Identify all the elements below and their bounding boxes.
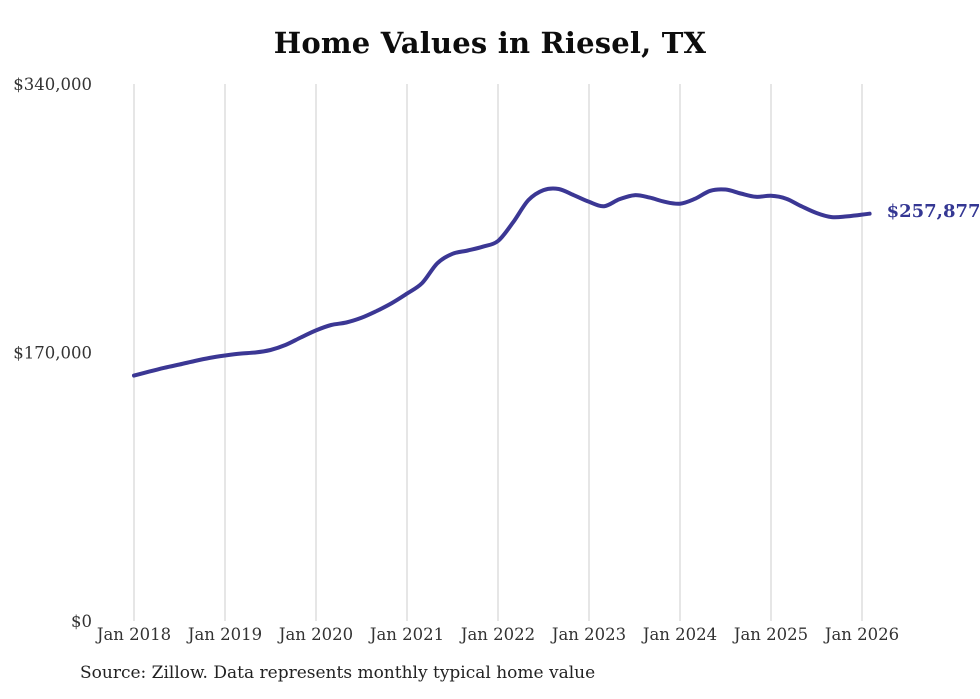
- source-note: Source: Zillow. Data represents monthly …: [80, 663, 596, 683]
- x-tick-label: Jan 2026: [823, 625, 899, 644]
- home-value-line: [132, 186, 872, 378]
- x-tick-label: Jan 2022: [459, 625, 535, 644]
- x-tick-label: Jan 2025: [732, 625, 808, 644]
- x-tick-label: Jan 2020: [277, 625, 353, 644]
- x-tick-label: Jan 2018: [95, 625, 171, 644]
- y-tick-label: $0: [71, 612, 92, 631]
- x-tick-label: Jan 2019: [186, 625, 262, 644]
- x-tick-label: Jan 2024: [641, 625, 717, 644]
- y-tick-label: $170,000: [13, 344, 92, 363]
- y-tick-label: $340,000: [13, 75, 92, 94]
- current-value-label: $257,877: [886, 200, 980, 222]
- chart-title: Home Values in Riesel, TX: [273, 26, 707, 60]
- x-tick-label: Jan 2021: [368, 625, 444, 644]
- x-tick-label: Jan 2023: [550, 625, 626, 644]
